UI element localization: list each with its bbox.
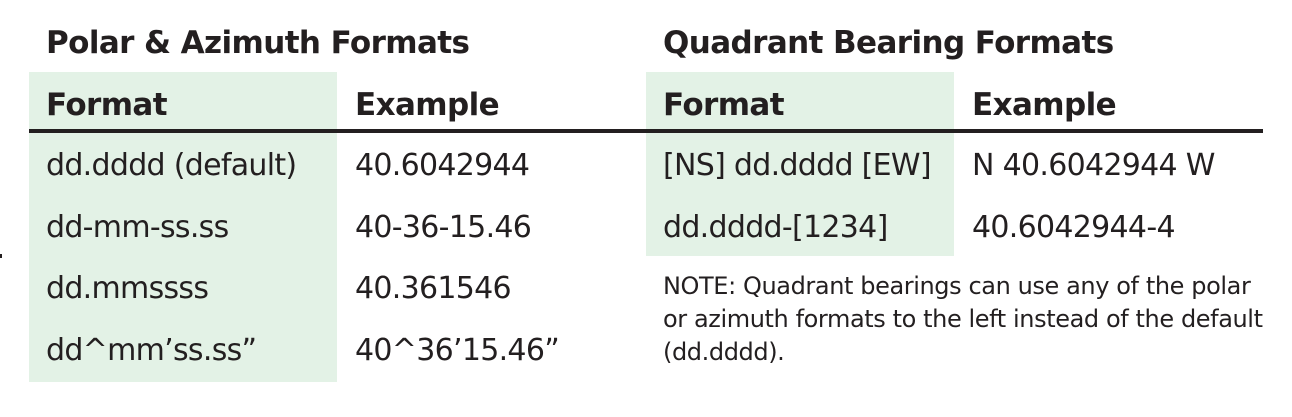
- polar-row-1-example: 40.6042944: [355, 148, 530, 183]
- polar-row-2-example: 40-36-15.46: [355, 210, 532, 245]
- polar-row-1-format: dd.dddd (default): [46, 148, 297, 183]
- quadrant-header-format: Format: [663, 87, 785, 123]
- stray-mark: [0, 254, 2, 258]
- quadrant-table-title: Quadrant Bearing Formats: [663, 25, 1114, 61]
- quadrant-row-2-format: dd.dddd-[1234]: [663, 210, 888, 245]
- polar-header-format: Format: [46, 87, 168, 123]
- polar-header-example: Example: [355, 87, 500, 123]
- quadrant-header-example: Example: [972, 87, 1117, 123]
- quadrant-note: NOTE: Quadrant bearings can use any of t…: [663, 272, 1263, 366]
- polar-row-3-example: 40.361546: [355, 271, 512, 306]
- quadrant-row-2-example: 40.6042944-4: [972, 210, 1176, 245]
- polar-format-column-shade: [29, 72, 337, 382]
- polar-table-title: Polar & Azimuth Formats: [46, 25, 470, 61]
- polar-row-4-example: 40^36’15.46”: [355, 333, 560, 368]
- polar-row-3-format: dd.mmssss: [46, 271, 209, 306]
- quadrant-format-column-shade: [646, 72, 954, 256]
- quadrant-header-rule: [646, 129, 1263, 133]
- polar-header-rule: [29, 129, 646, 133]
- polar-row-4-format: dd^mm’ss.ss”: [46, 333, 257, 368]
- quadrant-row-1-example: N 40.6042944 W: [972, 148, 1215, 183]
- quadrant-row-1-format: [NS] dd.dddd [EW]: [663, 148, 932, 183]
- polar-row-2-format: dd-mm-ss.ss: [46, 210, 229, 245]
